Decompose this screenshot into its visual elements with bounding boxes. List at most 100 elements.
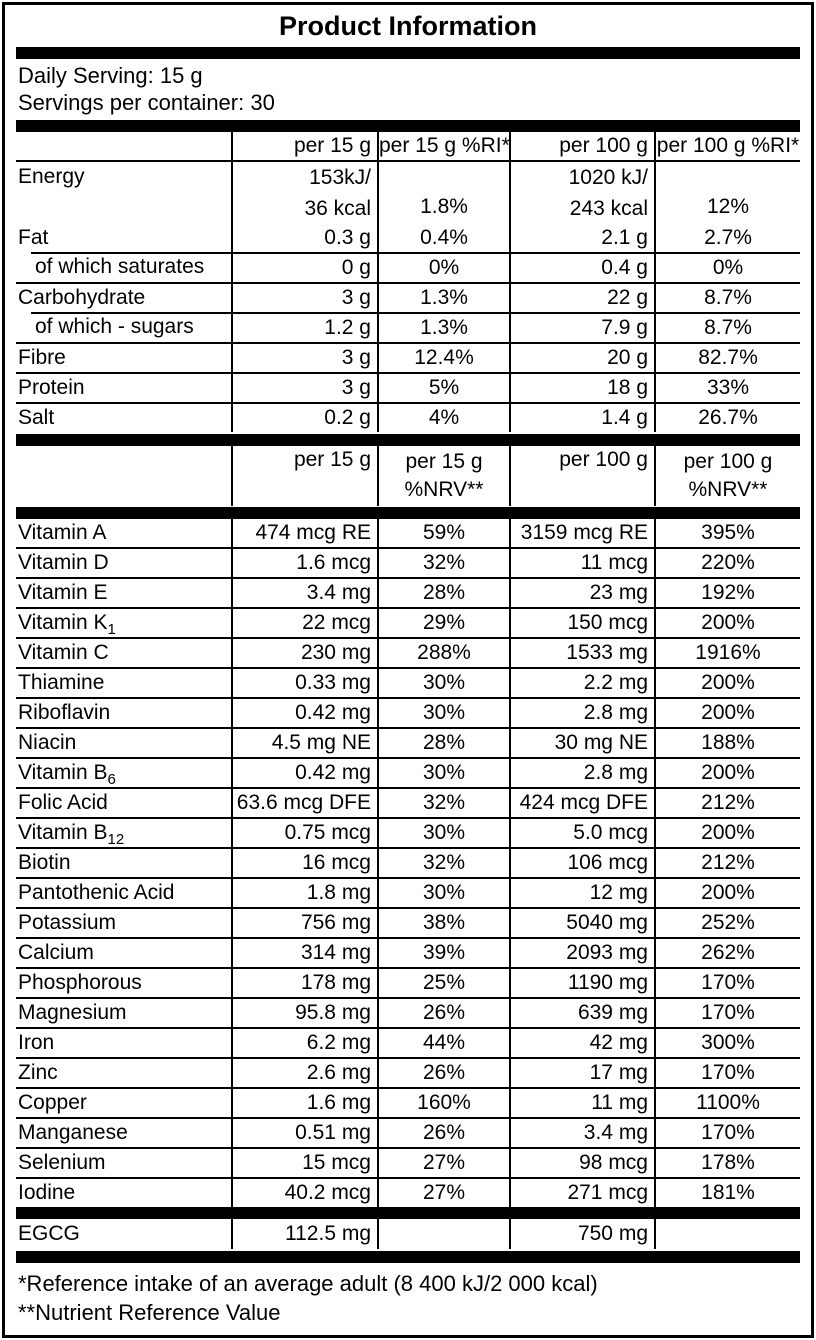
nutrient-name: Zinc (16, 1057, 231, 1087)
nutrient-name: Vitamin B12 (16, 817, 231, 847)
micro-header-per-15g-nrv-line1: per 15 g (405, 450, 483, 473)
nutrient-name: Niacin (16, 727, 231, 757)
table-row: Pantothenic Acid 1.8 mg 30% 12 mg 200% (16, 877, 800, 907)
value-per-15g: 0.3 g (231, 224, 377, 252)
percent-per-100g: 170% (654, 997, 800, 1027)
value-per-15g: 0.42 mg (231, 757, 377, 787)
value-per-100g: 0.4 g (509, 252, 654, 282)
table-row: Selenium 15 mcg 27% 98 mcg 178% (16, 1147, 800, 1177)
value-per-100g: 18 g (509, 372, 654, 402)
nutrient-name: Pantothenic Acid (16, 877, 231, 907)
nutrient-label: of which saturates (35, 255, 205, 278)
table-row: Thiamine 0.33 mg 30% 2.2 mg 200% (16, 667, 800, 697)
macro-header-row: per 15 g per 15 g %RI* per 100 g per 100… (16, 132, 800, 160)
micro-header-per-100g-nrv: per 100 g %NRV** (654, 446, 800, 506)
energy-percent-per-15g: 1.8% (377, 160, 509, 224)
nutrient-name: Vitamin C (16, 637, 231, 667)
percent-per-100g: 395% (654, 519, 800, 547)
nutrient-label: Riboflavin (18, 701, 111, 724)
percent-per-100g: 8.7% (654, 312, 800, 342)
value-per-15g: 3 g (231, 372, 377, 402)
divider-bar (16, 1207, 800, 1219)
percent-per-15g: 32% (377, 847, 509, 877)
value-per-100g: 5.0 mcg (509, 817, 654, 847)
percent-per-100g: 262% (654, 937, 800, 967)
table-row: Manganese 0.51 mg 26% 3.4 mg 170% (16, 1117, 800, 1147)
nutrient-label: Biotin (18, 851, 71, 874)
energy-kj-per-15g: 153kJ/ (309, 166, 371, 189)
nutrient-name: Fibre (16, 342, 231, 372)
nutrient-name: Iodine (16, 1177, 231, 1207)
nutrient-name: Calcium (16, 937, 231, 967)
percent-per-15g: 27% (377, 1147, 509, 1177)
value-per-100g: 2.8 mg (509, 757, 654, 787)
micro-header-per-100g-nrv-line2: %NRV** (688, 478, 768, 501)
percent-per-100g: 26.7% (654, 402, 800, 432)
percent-per-15g: 59% (377, 519, 509, 547)
value-per-100g: 1.4 g (509, 402, 654, 432)
nutrient-label: of which - sugars (35, 315, 194, 338)
value-per-100g: 22 g (509, 282, 654, 312)
table-row: Riboflavin 0.42 mg 30% 2.8 mg 200% (16, 697, 800, 727)
micro-header-blank (16, 446, 231, 506)
value-per-100g: 42 mg (509, 1027, 654, 1057)
percent-per-15g: 28% (377, 727, 509, 757)
nutrient-label: Iodine (18, 1181, 76, 1204)
percent-per-100g: 200% (654, 757, 800, 787)
percent-per-100g: 200% (654, 607, 800, 637)
table-row: Calcium 314 mg 39% 2093 mg 262% (16, 937, 800, 967)
nutrient-label: Fibre (18, 346, 66, 369)
energy-kcal-per-15g: 36 kcal (304, 197, 371, 220)
value-per-15g: 2.6 mg (231, 1057, 377, 1087)
percent-per-100g: 2.7% (654, 224, 800, 252)
energy-value-per-15g: 153kJ/ 36 kcal (231, 160, 377, 224)
nutrient-name: Selenium (16, 1147, 231, 1177)
micro-header-per-15g-nrv-line2: %NRV** (404, 478, 484, 501)
nutrient-name: Vitamin K1 (16, 607, 231, 637)
nutrient-name: Carbohydrate (16, 282, 231, 312)
footnote-nrv: **Nutrient Reference Value (18, 1300, 281, 1325)
percent-per-15g: 44% (377, 1027, 509, 1057)
micro-header-per-100g-nrv-line1: per 100 g (683, 450, 773, 473)
nutrient-name: Protein (16, 372, 231, 402)
value-per-15g: 314 mg (231, 937, 377, 967)
value-per-100g: 11 mg (509, 1087, 654, 1117)
serving-info: Daily Serving: 15 g Servings per contain… (16, 59, 800, 120)
value-per-100g: 12 mg (509, 877, 654, 907)
percent-per-15g: 30% (377, 877, 509, 907)
percent-per-100g: 200% (654, 697, 800, 727)
nutrient-name: Thiamine (16, 667, 231, 697)
percent-per-100g: 252% (654, 907, 800, 937)
value-per-100g: 2.1 g (509, 224, 654, 252)
percent-per-15g: 27% (377, 1177, 509, 1207)
nutrient-name: Manganese (16, 1117, 231, 1147)
nutrient-name: Salt (16, 402, 231, 432)
percent-per-15g: 29% (377, 607, 509, 637)
percent-per-15g: 0.4% (377, 224, 509, 252)
table-row: Vitamin C 230 mg 288% 1533 mg 1916% (16, 637, 800, 667)
value-per-100g: 2.8 mg (509, 697, 654, 727)
nutrient-label: Manganese (18, 1121, 128, 1144)
value-per-100g: 1190 mg (509, 967, 654, 997)
value-per-15g: 0.2 g (231, 402, 377, 432)
percent-per-15g: 5% (377, 372, 509, 402)
table-row: Carbohydrate 3 g 1.3% 22 g 8.7% (16, 282, 800, 312)
table-row: Iodine 40.2 mcg 27% 271 mcg 181% (16, 1177, 800, 1207)
macronutrient-table: per 15 g per 15 g %RI* per 100 g per 100… (16, 132, 800, 432)
value-per-15g: 15 mcg (231, 1147, 377, 1177)
egcg-row: EGCG 112.5 mg 750 mg (16, 1219, 800, 1249)
nutrient-name: Copper (16, 1087, 231, 1117)
table-row: Iron 6.2 mg 44% 42 mg 300% (16, 1027, 800, 1057)
percent-per-15g: 26% (377, 1057, 509, 1087)
value-per-15g: 22 mcg (231, 607, 377, 637)
servings-per-container-text: Servings per container: 30 (18, 90, 275, 115)
value-per-100g: 639 mg (509, 997, 654, 1027)
percent-per-100g: 300% (654, 1027, 800, 1057)
percent-per-100g: 82.7% (654, 342, 800, 372)
nutrient-label: Vitamin A (18, 521, 107, 544)
table-row: Phosphorous 178 mg 25% 1190 mg 170% (16, 967, 800, 997)
nutrient-name: Magnesium (16, 997, 231, 1027)
value-per-15g: 230 mg (231, 637, 377, 667)
table-row: Vitamin K1 22 mcg 29% 150 mcg 200% (16, 607, 800, 637)
